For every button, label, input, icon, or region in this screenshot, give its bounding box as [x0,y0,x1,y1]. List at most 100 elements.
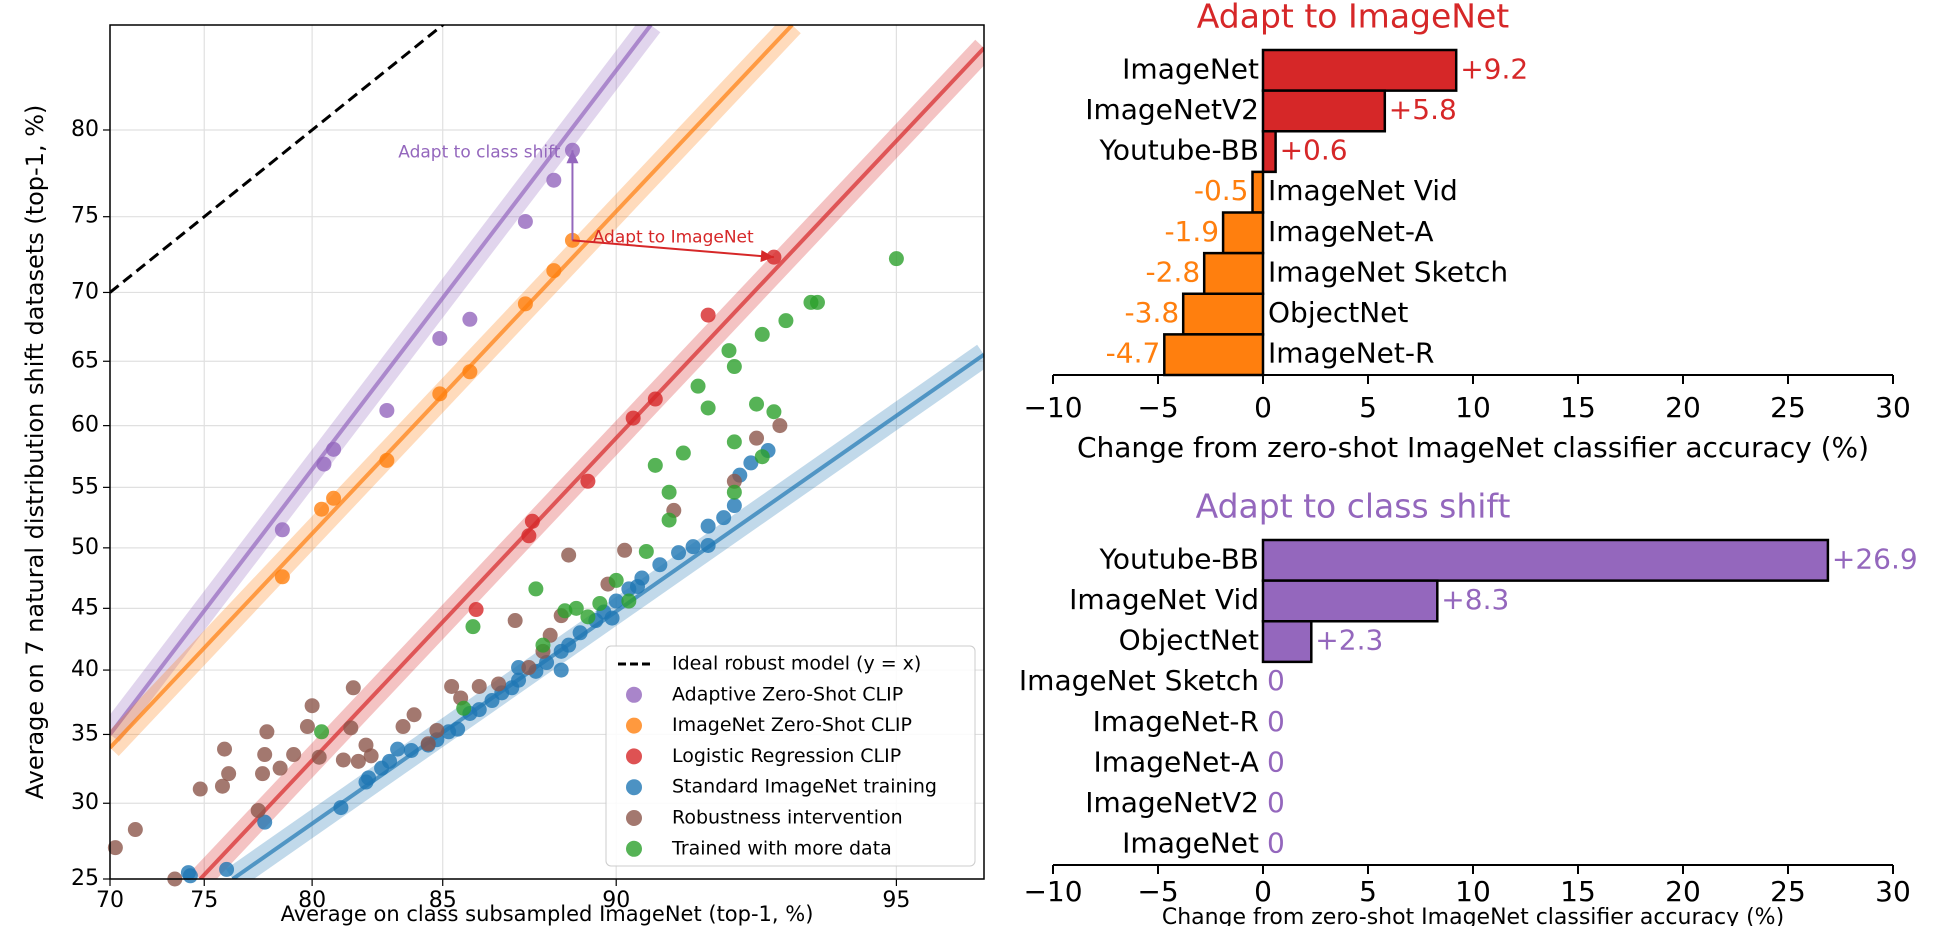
point [465,619,481,635]
point [568,600,584,616]
x-tick-label: 25 [1770,875,1806,908]
point [429,722,445,738]
y-tick-label: 70 [71,279,99,304]
legend-swatch [626,779,642,796]
point [343,720,359,736]
point [314,501,330,517]
y-tick-label: 35 [71,721,99,746]
category-label: ImageNet-A [1094,745,1259,778]
point [345,680,361,696]
point [572,625,588,641]
point [450,721,466,737]
point [749,430,765,446]
value-label: +5.8 [1389,93,1457,126]
point [274,522,290,538]
point [471,678,487,694]
value-label: -0.5 [1194,174,1249,207]
value-label: 0 [1267,664,1285,697]
point [127,822,143,838]
category-label: ImageNet-R [1268,337,1434,370]
category-label: ImageNet Vid [1268,174,1458,207]
legend-swatch [626,717,642,734]
category-label: ImageNet Vid [1069,583,1259,616]
x-axis-label: Change from zero-shot ImageNet classifie… [1077,431,1869,464]
point [219,861,235,877]
legend-swatch [626,840,642,857]
point [754,449,770,465]
point [743,455,759,471]
x-tick-label: −10 [1023,391,1082,424]
point [561,547,577,563]
y-tick-label: 45 [71,595,99,620]
point [726,484,742,500]
point [617,542,633,558]
x-tick-label: 90 [602,888,630,913]
x-tick-label: 30 [1875,391,1911,424]
point [311,749,327,765]
point [259,724,275,740]
point [671,545,687,561]
point [257,747,273,763]
x-tick-label: 25 [1770,391,1806,424]
legend-label: ImageNet Zero-Shot CLIP [672,714,912,736]
point [778,313,794,329]
point [721,343,737,359]
point [726,498,742,514]
value-label: +0.6 [1280,134,1348,167]
point [630,578,646,594]
y-tick-label: 65 [71,348,99,373]
point [604,610,620,626]
point [379,402,395,418]
category-label: Youtube-BB [1098,542,1259,575]
point [517,214,533,230]
point [444,678,460,694]
x-tick-label: 0 [1254,875,1272,908]
legend-label: Trained with more data [671,837,892,859]
x-tick-label: 5 [1359,875,1377,908]
point [726,473,742,489]
category-label: ImageNet-R [1093,705,1259,738]
y-tick-label: 75 [71,204,99,229]
point [716,510,732,526]
point [274,569,290,585]
fit-line [110,25,653,736]
legend-swatch [626,810,642,826]
point [638,543,654,559]
point [217,741,233,757]
point [272,760,288,776]
point [535,637,551,653]
point [749,396,765,412]
point [432,330,448,346]
bar-chart: Adapt to class shift Youtube-BB +26.9 Image… [1019,487,1918,926]
point [511,672,527,688]
x-tick-label: 70 [96,888,124,913]
value-label: -2.8 [1146,255,1201,288]
point [420,736,436,752]
y-tick-label: 40 [71,657,99,682]
bar [1261,130,1277,174]
point [403,742,419,758]
fit-line [110,25,794,750]
point [395,719,411,735]
point [432,386,448,402]
point [700,518,716,534]
point [456,700,472,716]
plot-frame [109,24,985,880]
point [363,748,379,764]
point [326,441,342,457]
point [491,676,507,692]
point [517,296,533,312]
point [182,868,198,884]
x-tick-label: 80 [298,888,326,913]
x-tick-label: 95 [882,888,910,913]
point [333,800,349,816]
point [507,613,523,629]
point [390,741,406,757]
point [214,778,230,794]
point [255,766,271,782]
x-axis-label: Average on class subsampled ImageNet (to… [281,902,814,926]
point [592,595,608,611]
bar [1221,211,1265,255]
point [471,702,487,718]
